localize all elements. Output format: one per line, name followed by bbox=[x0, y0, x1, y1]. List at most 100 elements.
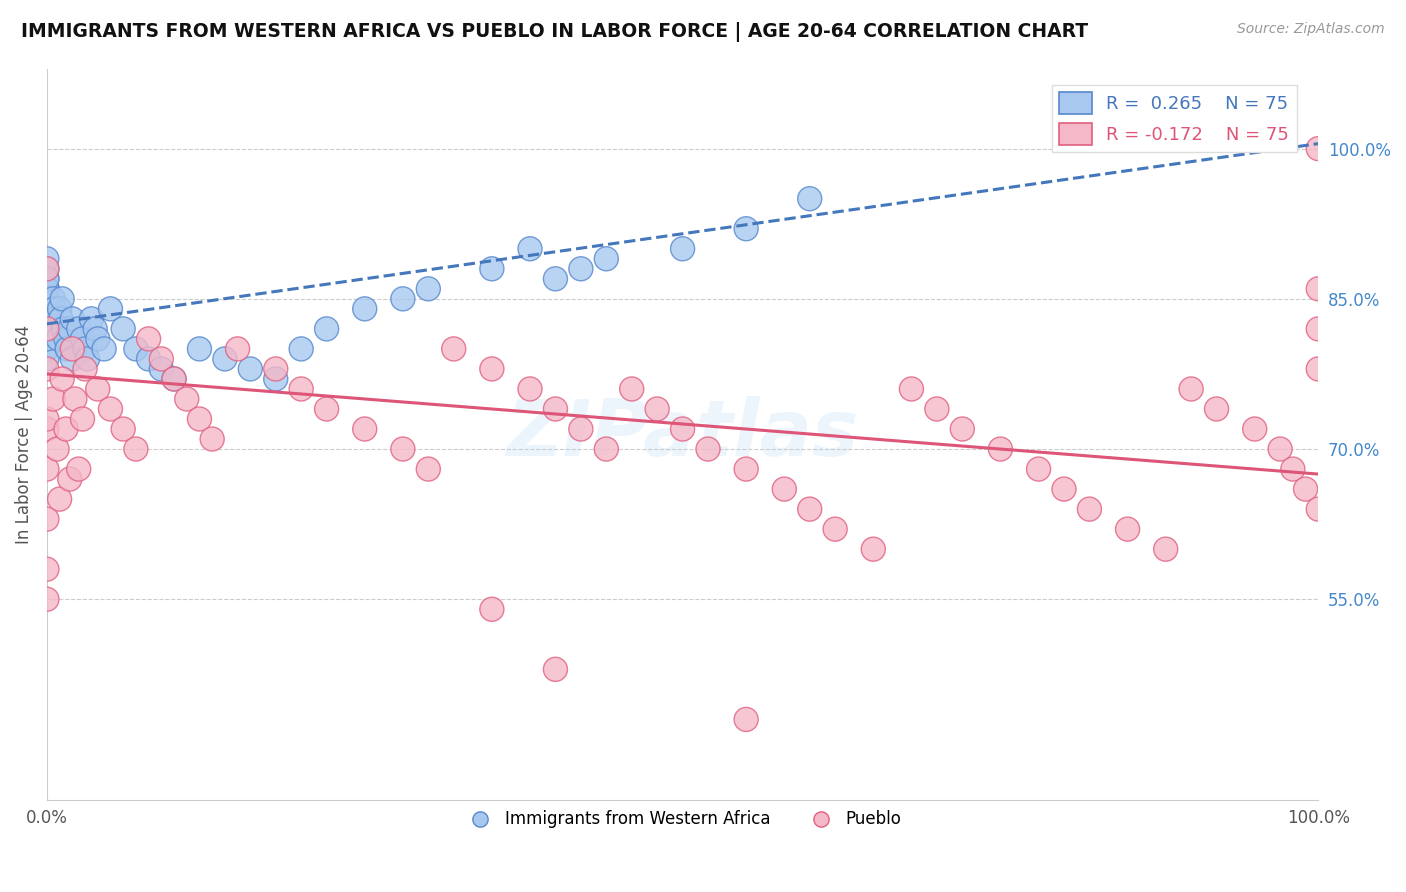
Point bbox=[35, 272, 58, 286]
Point bbox=[773, 482, 796, 496]
Point bbox=[35, 322, 58, 336]
Point bbox=[35, 311, 58, 326]
Point bbox=[1243, 422, 1265, 436]
Point bbox=[1282, 462, 1305, 476]
Point bbox=[950, 422, 973, 436]
Point bbox=[72, 412, 94, 426]
Point bbox=[56, 342, 79, 356]
Point bbox=[35, 261, 58, 276]
Text: IMMIGRANTS FROM WESTERN AFRICA VS PUEBLO IN LABOR FORCE | AGE 20-64 CORRELATION : IMMIGRANTS FROM WESTERN AFRICA VS PUEBLO… bbox=[21, 22, 1088, 42]
Point bbox=[481, 362, 503, 376]
Point bbox=[48, 492, 70, 507]
Point bbox=[35, 332, 58, 346]
Point bbox=[46, 322, 69, 336]
Point bbox=[45, 311, 67, 326]
Point bbox=[1308, 362, 1330, 376]
Point bbox=[112, 422, 135, 436]
Point bbox=[35, 351, 58, 366]
Point bbox=[72, 332, 94, 346]
Point bbox=[55, 422, 77, 436]
Point bbox=[73, 342, 96, 356]
Point bbox=[60, 342, 83, 356]
Point bbox=[35, 292, 58, 306]
Point bbox=[1308, 502, 1330, 516]
Point bbox=[150, 362, 173, 376]
Point bbox=[1116, 522, 1139, 536]
Point bbox=[595, 252, 617, 266]
Point bbox=[163, 372, 186, 386]
Point bbox=[55, 332, 77, 346]
Point bbox=[799, 502, 821, 516]
Point bbox=[52, 322, 75, 336]
Point bbox=[80, 311, 103, 326]
Legend: Immigrants from Western Africa, Pueblo: Immigrants from Western Africa, Pueblo bbox=[457, 804, 908, 835]
Point bbox=[418, 462, 440, 476]
Point bbox=[1154, 542, 1177, 557]
Point bbox=[125, 442, 148, 456]
Point bbox=[1180, 382, 1202, 396]
Point bbox=[862, 542, 884, 557]
Point bbox=[544, 662, 567, 676]
Point bbox=[35, 301, 58, 316]
Point bbox=[35, 292, 58, 306]
Point bbox=[645, 402, 668, 417]
Point bbox=[42, 292, 65, 306]
Point bbox=[35, 322, 58, 336]
Point bbox=[35, 322, 58, 336]
Point bbox=[239, 362, 262, 376]
Point bbox=[1205, 402, 1227, 417]
Point bbox=[735, 713, 758, 727]
Point bbox=[35, 292, 58, 306]
Point bbox=[569, 261, 592, 276]
Point bbox=[87, 332, 110, 346]
Point bbox=[35, 272, 58, 286]
Point bbox=[544, 272, 567, 286]
Point bbox=[315, 322, 337, 336]
Point bbox=[35, 512, 58, 526]
Point bbox=[35, 562, 58, 576]
Point bbox=[353, 422, 375, 436]
Point bbox=[519, 242, 541, 256]
Point bbox=[925, 402, 948, 417]
Point bbox=[35, 311, 58, 326]
Point bbox=[35, 311, 58, 326]
Point bbox=[93, 342, 115, 356]
Point bbox=[35, 592, 58, 607]
Point bbox=[990, 442, 1012, 456]
Point bbox=[59, 472, 82, 486]
Point bbox=[188, 412, 211, 426]
Point bbox=[290, 382, 312, 396]
Point bbox=[392, 442, 415, 456]
Point bbox=[59, 322, 82, 336]
Point bbox=[76, 351, 98, 366]
Point bbox=[163, 372, 186, 386]
Point bbox=[35, 301, 58, 316]
Point bbox=[35, 261, 58, 276]
Point bbox=[569, 422, 592, 436]
Point bbox=[620, 382, 643, 396]
Point bbox=[35, 301, 58, 316]
Point bbox=[46, 332, 69, 346]
Point bbox=[44, 301, 66, 316]
Point bbox=[201, 432, 224, 446]
Point bbox=[544, 402, 567, 417]
Point bbox=[46, 442, 69, 456]
Point bbox=[1295, 482, 1317, 496]
Point bbox=[481, 602, 503, 616]
Point bbox=[35, 282, 58, 296]
Point bbox=[900, 382, 922, 396]
Text: ZIPatlas: ZIPatlas bbox=[506, 396, 859, 472]
Point bbox=[35, 322, 58, 336]
Point bbox=[671, 242, 693, 256]
Point bbox=[1308, 282, 1330, 296]
Point bbox=[73, 362, 96, 376]
Point bbox=[226, 342, 249, 356]
Point bbox=[35, 292, 58, 306]
Point bbox=[264, 372, 287, 386]
Point bbox=[799, 192, 821, 206]
Point bbox=[1308, 322, 1330, 336]
Point bbox=[35, 282, 58, 296]
Point bbox=[63, 392, 86, 406]
Point bbox=[67, 322, 90, 336]
Point bbox=[138, 351, 160, 366]
